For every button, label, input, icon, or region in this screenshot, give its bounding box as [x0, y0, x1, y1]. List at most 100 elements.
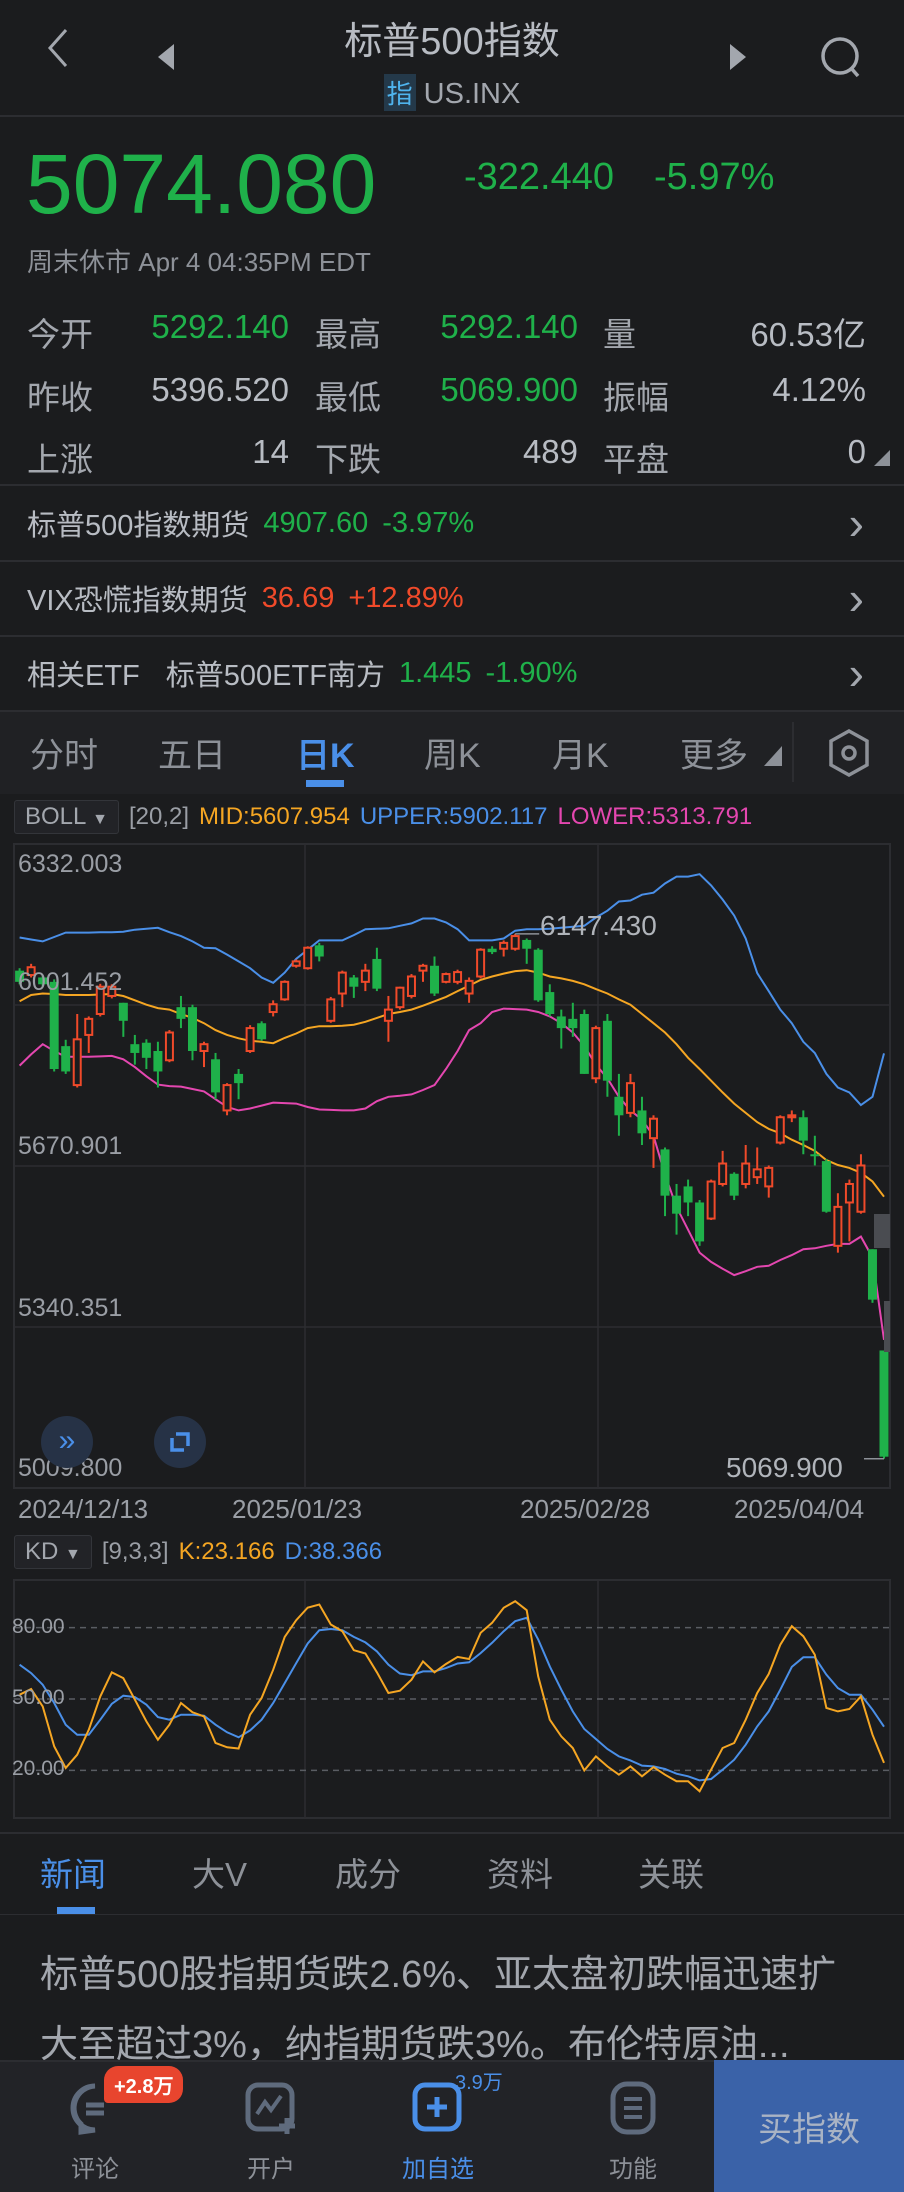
buy-index-button[interactable]: 买指数 [714, 2060, 904, 2192]
candle [879, 1350, 889, 1459]
chart-tab[interactable]: 月K [552, 737, 609, 775]
indicator-select-kd[interactable]: KD ▼ [14, 1535, 92, 1569]
y-tick: 5340.351 [18, 1294, 123, 1322]
nav-functions[interactable]: 功能 [573, 2080, 693, 2184]
candle [187, 1004, 197, 1061]
candle-body [107, 985, 117, 997]
next-stock-button[interactable] [728, 42, 748, 77]
nav-label: 开户 [247, 2156, 295, 2183]
chart-tab[interactable]: 日K [296, 737, 355, 775]
candle-body [395, 986, 405, 1009]
candle-body [729, 1173, 739, 1196]
candle [199, 1041, 209, 1068]
divider [0, 710, 904, 712]
candle-body [383, 1008, 393, 1022]
nav-comment[interactable]: 评论 [35, 2080, 155, 2184]
related-row[interactable]: 相关ETF 标普500ETF南方 1.445 -1.90% › [0, 636, 904, 710]
candle [856, 1154, 866, 1214]
stat-label: 下跌 [315, 441, 381, 478]
candle [844, 1179, 854, 1242]
candle [637, 1096, 647, 1146]
settings-hexagon-icon [829, 728, 869, 778]
divider [792, 722, 794, 782]
candle-body [153, 1051, 163, 1072]
chart-tab[interactable]: 更多 [680, 737, 748, 775]
chart-settings-button[interactable] [826, 728, 872, 783]
related-price: 4907.60 [263, 506, 369, 539]
candle-body [533, 949, 543, 1001]
candle-body [291, 960, 301, 967]
candle-body [545, 992, 555, 1014]
candle-body [84, 1017, 94, 1036]
comment-icon [70, 2083, 104, 2135]
candle [787, 1110, 797, 1123]
divider [0, 560, 904, 562]
content-tab[interactable]: 大V [192, 1856, 248, 1893]
candle [821, 1159, 831, 1213]
candle-body [187, 1007, 197, 1052]
content-tab[interactable]: 新闻 [40, 1856, 106, 1893]
candle [234, 1069, 244, 1100]
stat-value: 489 [522, 433, 578, 470]
related-pct: -3.97% [382, 506, 475, 539]
prev-stock-button[interactable] [156, 42, 176, 77]
candle-body [856, 1164, 866, 1213]
candle-body [476, 948, 486, 978]
nav-add-watchlist[interactable]: 加自选 [378, 2080, 498, 2184]
candle [257, 1021, 267, 1041]
content-tab[interactable]: 成分 [335, 1856, 401, 1893]
candle-body [349, 977, 359, 987]
related-sub: 标普500ETF南方 [165, 660, 385, 692]
candle-body [637, 1110, 647, 1134]
chart-tab[interactable]: 分时 [30, 737, 98, 775]
candle [522, 938, 532, 964]
kd-chart[interactable] [0, 0, 904, 1830]
news-headline[interactable]: 标普500股指期货跌2.6%、亚太盘初跌幅迅速扩大至超过3%，纳指期货跌3%。布… [40, 1954, 837, 2066]
back-button[interactable] [44, 26, 70, 80]
content-tab[interactable]: 关联 [638, 1856, 704, 1893]
scroll-to-latest-button[interactable]: » [41, 1416, 93, 1468]
candle-body [614, 1096, 624, 1116]
chart-tab[interactable]: 五日 [158, 737, 226, 775]
active-tab-indicator [306, 780, 344, 787]
candle [372, 947, 382, 992]
candle [672, 1183, 682, 1235]
candlestick-chart[interactable] [0, 0, 904, 1500]
chevron-down-icon: ▼ [65, 1546, 81, 1563]
search-button[interactable] [820, 36, 864, 85]
stat-value: 5292.140 [151, 308, 289, 345]
price-change: -322.440 [464, 156, 615, 198]
candle [49, 979, 59, 1072]
stat-value: 5396.520 [151, 371, 289, 408]
candle [741, 1145, 751, 1189]
related-price: 1.445 [398, 656, 472, 689]
candle [810, 1135, 820, 1166]
max-price-label: 6147.430 [540, 910, 657, 941]
candle-body [406, 975, 416, 997]
active-tab-indicator [57, 1907, 95, 1914]
kd-y-tick: 20.00 [12, 1757, 65, 1780]
header-divider [0, 115, 904, 117]
related-row[interactable]: VIX恐慌指数期货 36.69 +12.89% › [0, 561, 904, 635]
candle-body [222, 1084, 232, 1112]
nav-open-account[interactable]: 开户 [211, 2080, 331, 2184]
candle [453, 969, 463, 985]
back-icon [47, 29, 68, 67]
indicator-select-boll[interactable]: BOLL ▼ [14, 800, 119, 834]
related-price: 36.69 [261, 581, 335, 614]
content-tab[interactable]: 资料 [487, 1856, 553, 1893]
candle-body [245, 1027, 255, 1053]
chart-tab[interactable]: 周K [424, 737, 481, 775]
candle-body [718, 1162, 728, 1185]
candle-body [211, 1059, 221, 1093]
fullscreen-button[interactable] [154, 1416, 206, 1468]
related-row[interactable]: 标普500指数期货 4907.60 -3.97% › [0, 486, 904, 560]
stat-value: 5292.140 [440, 308, 578, 345]
candle [556, 1009, 566, 1049]
candle [26, 963, 36, 978]
chart-tab-bar: 分时 五日 日K 周K 月K 更多 [0, 712, 904, 794]
candle [568, 1002, 578, 1037]
candle [303, 946, 313, 970]
candle-body [337, 971, 347, 995]
candle [648, 1115, 658, 1168]
